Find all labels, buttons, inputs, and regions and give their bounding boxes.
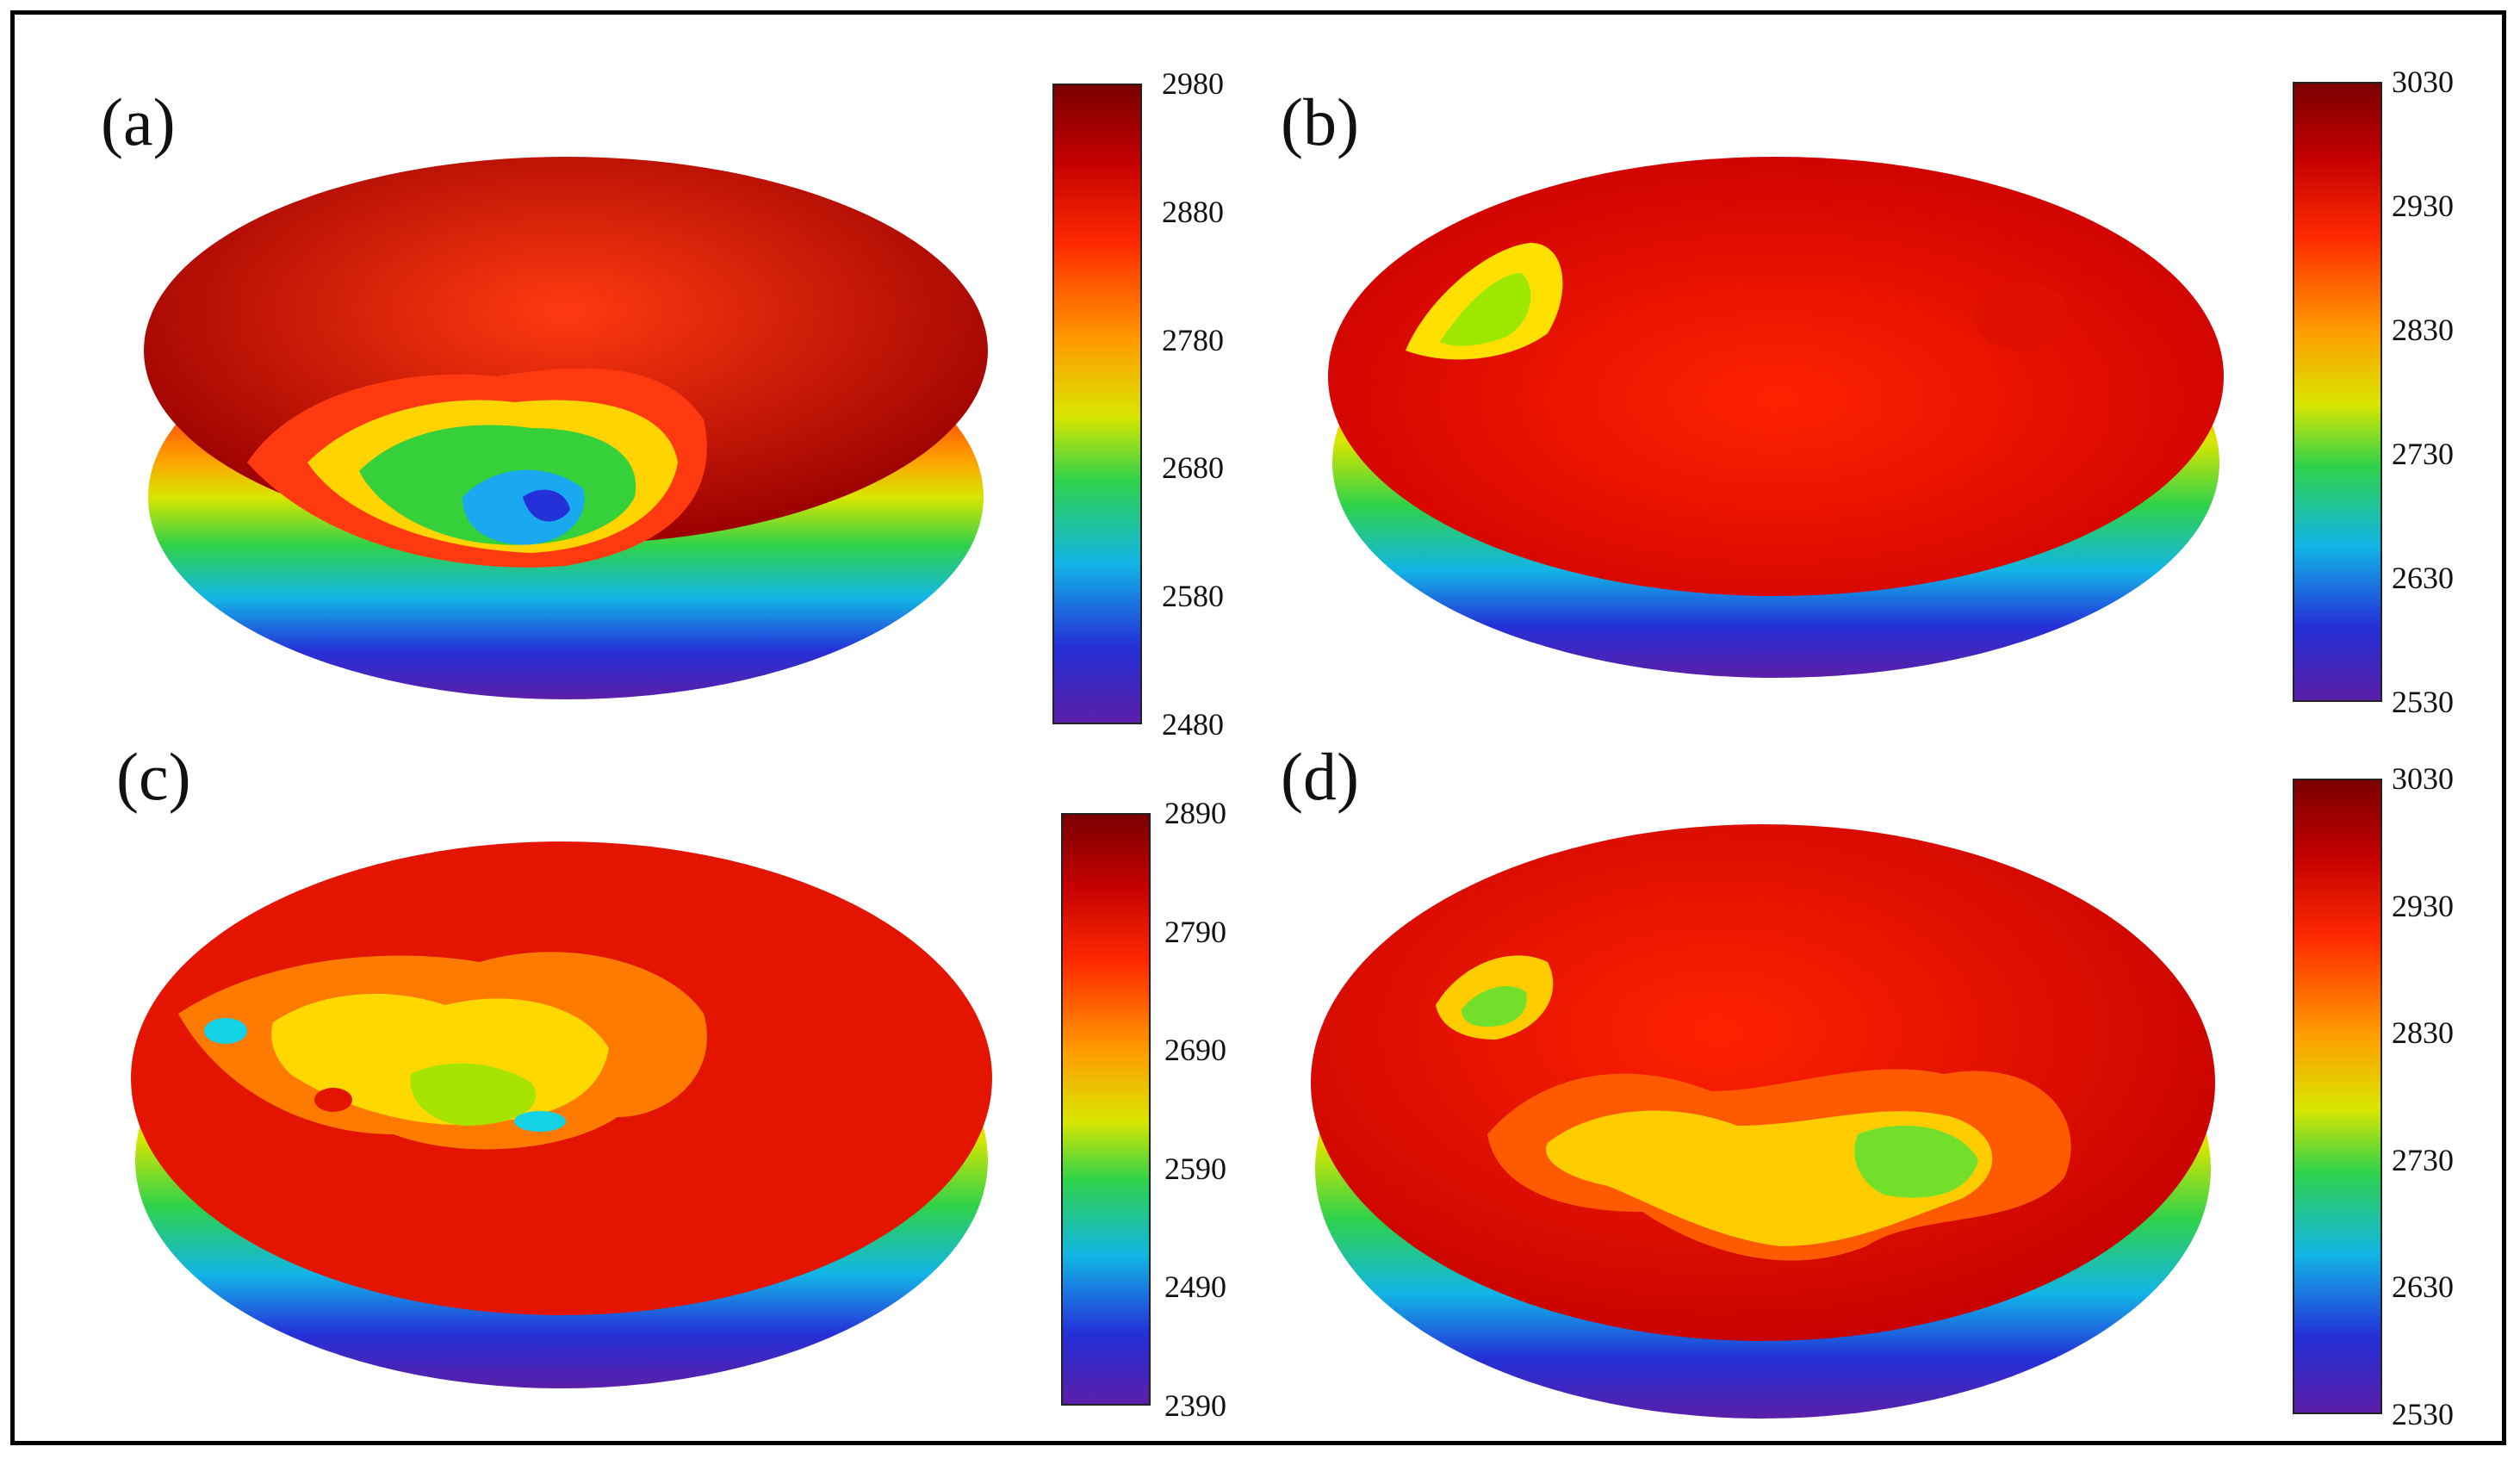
colorbar-tick: 2730 xyxy=(2392,437,2454,471)
colorbar-tick: 3030 xyxy=(2392,65,2454,99)
colorbar-tick: 2490 xyxy=(1164,1270,1226,1305)
panel-b: (b) 3030 2930 2830 2730 2630 2530 xyxy=(1263,15,2504,730)
panel-c: (c) 2890 2790 2690 2590 2490 2390 xyxy=(15,730,1255,1444)
surface-plot-b xyxy=(1328,157,2224,678)
colorbar-tick: 2530 xyxy=(2392,685,2454,719)
colorbar-d xyxy=(2293,779,2382,1414)
colorbar-tick: 2930 xyxy=(2392,888,2454,923)
colorbar-tick: 2730 xyxy=(2392,1142,2454,1177)
colorbar-tick: 2830 xyxy=(2392,313,2454,347)
colorbar-tick: 2390 xyxy=(1164,1388,1226,1423)
colorbar-b xyxy=(2293,82,2382,702)
colorbar-a xyxy=(1052,84,1142,724)
surface-plot-c xyxy=(131,841,992,1388)
colorbar-tick: 2790 xyxy=(1164,914,1226,949)
figure-frame: (a) 2980 2880 2780 2680 2580 2480 xyxy=(10,10,2506,1445)
colorbar-tick: 2590 xyxy=(1164,1151,1226,1186)
surface-plot-d xyxy=(1311,824,2215,1419)
colorbar-tick: 2680 xyxy=(1162,450,1224,486)
colorbar-tick: 2580 xyxy=(1162,579,1224,614)
panel-a: (a) 2980 2880 2780 2680 2580 2480 xyxy=(15,15,1255,742)
colorbar-tick: 2980 xyxy=(1162,66,1224,101)
surface-plot-a xyxy=(144,157,988,699)
colorbar-tick: 2930 xyxy=(2392,189,2454,223)
colorbar-tick: 2630 xyxy=(2392,1270,2454,1305)
colorbar-tick: 2690 xyxy=(1164,1033,1226,1068)
colorbar-tick: 2530 xyxy=(2392,1397,2454,1431)
colorbar-tick: 2830 xyxy=(2392,1015,2454,1051)
colorbar-tick: 2890 xyxy=(1164,796,1226,830)
panel-label-c: (c) xyxy=(116,739,191,814)
panel-label-b: (b) xyxy=(1281,84,1359,159)
colorbar-tick: 2780 xyxy=(1162,322,1224,357)
colorbar-tick: 3030 xyxy=(2392,761,2454,796)
panel-label-a: (a) xyxy=(101,84,176,159)
panel-d: (d) 3030 2930 2830 2730 2630 2530 xyxy=(1263,730,2504,1444)
colorbar-tick: 2630 xyxy=(2392,561,2454,595)
colorbar-tick: 2480 xyxy=(1162,707,1224,742)
panel-label-d: (d) xyxy=(1281,739,1359,814)
colorbar-c xyxy=(1061,813,1151,1406)
colorbar-tick: 2880 xyxy=(1162,194,1224,229)
